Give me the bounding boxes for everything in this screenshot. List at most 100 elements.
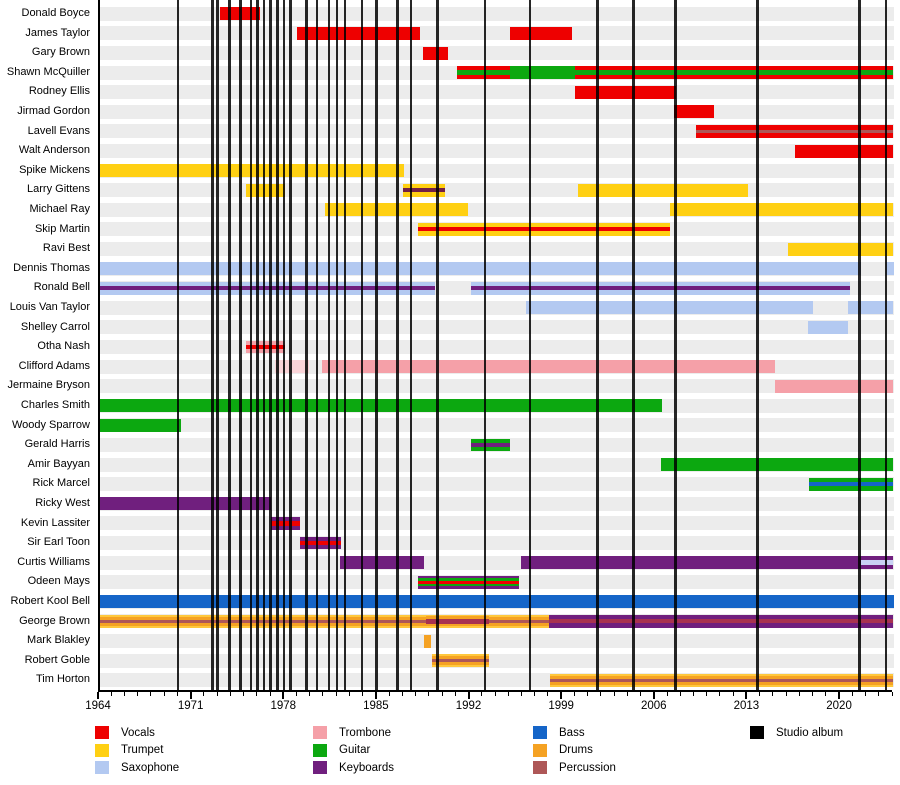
instrument-stripe	[549, 678, 893, 682]
tenure-bar	[886, 262, 894, 276]
instrument-stripe	[457, 66, 511, 71]
member-label: Mark Blakley	[27, 634, 90, 647]
instrument-stripe	[403, 183, 446, 189]
member-label: Amir Bayyan	[27, 457, 90, 470]
minor-tick	[269, 692, 271, 696]
member-label: Robert Kool Bell	[10, 595, 91, 607]
instrument-stripe	[510, 26, 573, 40]
instrument-stripe	[575, 66, 893, 71]
instrument-stripe	[339, 556, 425, 570]
member-label: Odeen Mays	[27, 575, 90, 588]
instrument-stripe	[670, 203, 893, 217]
instrument-stripe	[695, 133, 893, 138]
instrument-stripe	[526, 301, 814, 315]
legend-item: Percussion	[533, 759, 616, 777]
member-label: Charles Smith	[20, 399, 90, 411]
instrument-stripe	[549, 675, 893, 679]
member-label: Woody Sparrow	[11, 418, 90, 431]
tenure-bar	[299, 536, 341, 550]
member-label: Skip Martin	[34, 222, 90, 235]
studio-album-line	[256, 0, 259, 690]
instrument-stripe	[548, 623, 893, 628]
legend-item: Saxophone	[95, 759, 179, 777]
member-row-band	[100, 496, 894, 511]
tenure-bar	[788, 242, 893, 256]
tenure-bar	[809, 477, 893, 491]
instrument-stripe	[432, 654, 490, 656]
tenure-bar	[100, 399, 663, 413]
studio-album-line	[327, 0, 331, 690]
minor-tick	[401, 692, 403, 696]
instrument-stripe	[100, 616, 426, 620]
instrument-stripe	[457, 74, 511, 80]
minor-tick	[110, 692, 112, 696]
member-label: Spike Mickens	[19, 163, 90, 176]
minor-tick	[891, 692, 893, 696]
instrument-stripe	[549, 673, 893, 676]
instrument-stripe	[860, 564, 893, 570]
minor-tick	[454, 692, 456, 696]
instrument-stripe	[809, 486, 893, 491]
instrument-stripe	[489, 619, 549, 623]
tenure-bar	[424, 634, 431, 648]
member-label: Dennis Thomas	[13, 261, 90, 274]
minor-tick	[322, 692, 324, 696]
year-label: 2013	[733, 700, 760, 712]
minor-tick	[626, 692, 628, 696]
minor-tick	[785, 692, 787, 696]
instrument-stripe	[548, 619, 893, 624]
studio-album-line	[343, 0, 347, 690]
member-label: Sir Earl Toon	[27, 536, 90, 549]
minor-tick	[348, 692, 350, 696]
legend-item: Guitar	[313, 742, 394, 760]
instrument-stripe	[100, 399, 663, 413]
tenure-bar	[100, 418, 181, 432]
instrument-stripe	[299, 536, 341, 541]
studio-album-line	[396, 0, 400, 690]
legend-label: Saxophone	[121, 761, 180, 774]
instrument-stripe	[403, 188, 446, 193]
instrument-stripe	[424, 634, 431, 648]
instrument-stripe	[470, 290, 851, 295]
perc-swatch	[533, 761, 547, 775]
minor-tick	[600, 692, 602, 696]
minor-tick	[362, 692, 364, 696]
instrument-stripe	[788, 242, 893, 256]
member-label: Louis Van Taylor	[9, 301, 90, 313]
member-label: Curtis Williams	[17, 555, 90, 568]
instrument-stripe	[457, 70, 511, 75]
legend-column: Studio album	[750, 724, 843, 742]
x-axis: 1964 1971 1978 1985 1992 1999 2006 2013 2020	[85, 690, 893, 722]
studio-album-line	[228, 0, 231, 690]
tenure-bar	[100, 614, 426, 628]
trumpet-swatch	[95, 743, 109, 757]
keys-swatch	[313, 761, 327, 775]
tenure-bar	[245, 340, 286, 354]
minor-tick	[296, 692, 297, 696]
member-row-band	[100, 320, 894, 335]
tenure-bar	[510, 66, 576, 80]
member-row-band	[100, 536, 894, 550]
member-row-band	[100, 85, 894, 100]
studio-album-line	[632, 0, 635, 690]
minor-tick	[243, 692, 245, 696]
instrument-stripe	[245, 340, 286, 345]
minor-tick	[759, 692, 761, 696]
instrument-stripe	[510, 66, 576, 80]
studio-album-line	[216, 0, 220, 690]
studio-album-line	[375, 0, 378, 690]
instrument-stripe	[575, 74, 893, 80]
member-row-band	[100, 340, 894, 354]
member-label: Ravi Best	[42, 242, 90, 255]
studio-album-line	[528, 0, 532, 690]
member-label: Rodney Ellis	[28, 85, 90, 98]
minor-tick	[878, 692, 880, 696]
minor-tick	[693, 692, 694, 696]
tenure-bar	[245, 183, 286, 197]
legend-item: Vocals	[95, 724, 179, 742]
drums-swatch	[533, 743, 547, 757]
tenure-bar	[549, 673, 893, 687]
tenure-bar	[470, 438, 511, 452]
instrument-stripe	[470, 438, 511, 443]
legend-item: Trumpet	[95, 742, 179, 760]
